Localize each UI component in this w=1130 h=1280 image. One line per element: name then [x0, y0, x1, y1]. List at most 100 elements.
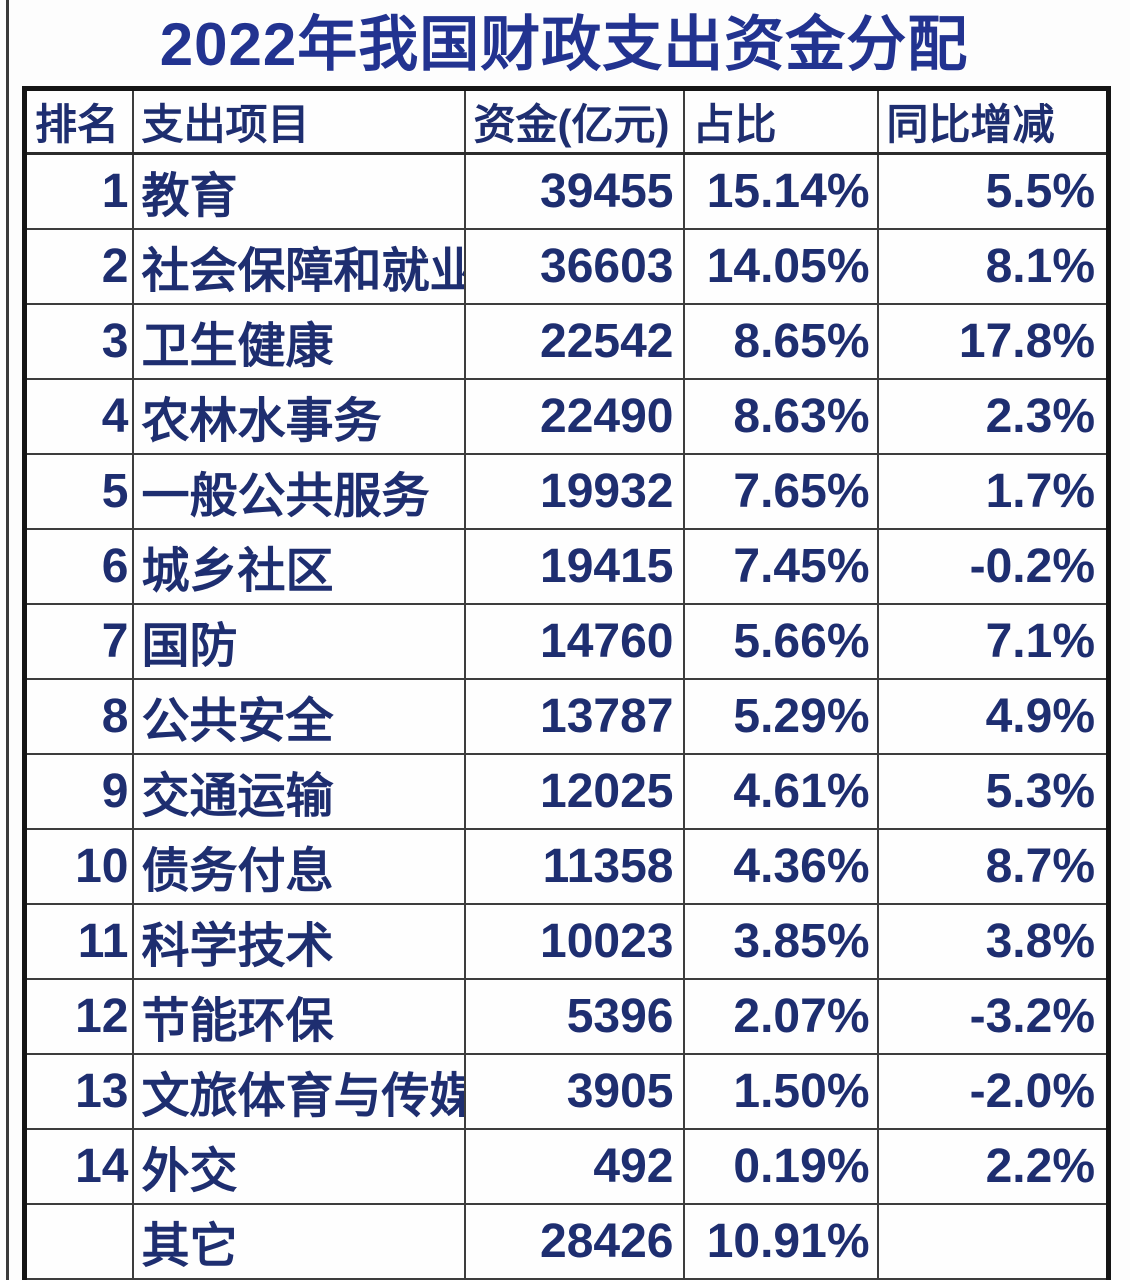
cell-yoy: 7.1%	[876, 602, 1110, 680]
table-row: 2 社会保障和就业 36603 14.05% 8.1%	[23, 227, 1110, 305]
cell-item: 教育	[131, 152, 466, 230]
cell-share: 15.14%	[682, 152, 879, 230]
cell-rank: 14	[23, 1127, 134, 1205]
cell-share: 1.50%	[682, 1052, 879, 1130]
header-amount: 资金(亿元)	[463, 87, 685, 155]
cell-rank: 8	[23, 677, 134, 755]
cell-amount: 3905	[463, 1052, 685, 1130]
table-body: 1 教育 39455 15.14% 5.5% 2 社会保障和就业 36603 1…	[23, 152, 1110, 1280]
cell-item: 城乡社区	[131, 527, 466, 605]
cell-rank: 1	[23, 152, 134, 230]
cell-amount	[463, 1277, 685, 1280]
cell-yoy: 8.7%	[876, 827, 1110, 905]
cell-rank: 10	[23, 827, 134, 905]
cell-item: 卫生健康	[131, 302, 466, 380]
table-row: 3 卫生健康 22542 8.65% 17.8%	[23, 302, 1110, 380]
cell-share: 0.19%	[682, 1127, 879, 1205]
table-row: 12 节能环保 5396 2.07% -3.2%	[23, 977, 1110, 1055]
cell-share: 8.65%	[682, 302, 879, 380]
cell-rank	[23, 1202, 134, 1280]
cell-share: 8.63%	[682, 377, 879, 455]
table-row	[23, 1277, 1110, 1280]
cell-item: 农林水事务	[131, 377, 466, 455]
cell-rank: 11	[23, 902, 134, 980]
table-row: 1 教育 39455 15.14% 5.5%	[23, 152, 1110, 230]
cell-rank: 13	[23, 1052, 134, 1130]
page-title: 2022年我国财政支出资金分配	[159, 11, 969, 78]
cell-share: 14.05%	[682, 227, 879, 305]
cell-share: 3.85%	[682, 902, 879, 980]
header-rank: 排名	[23, 87, 134, 155]
cell-yoy: 5.3%	[876, 752, 1110, 830]
cell-amount: 11358	[463, 827, 685, 905]
cell-rank	[23, 1277, 134, 1280]
header-yoy: 同比增减	[876, 87, 1110, 155]
cell-yoy: 2.2%	[876, 1127, 1110, 1205]
cell-share: 7.45%	[682, 527, 879, 605]
cell-rank: 6	[23, 527, 134, 605]
cell-yoy: 4.9%	[876, 677, 1110, 755]
table-row: 其它 28426 10.91%	[23, 1202, 1110, 1280]
cell-yoy: 2.3%	[876, 377, 1110, 455]
cell-share: 10.91%	[682, 1202, 879, 1280]
table-row: 4 农林水事务 22490 8.63% 2.3%	[23, 377, 1110, 455]
cell-share: 5.66%	[682, 602, 879, 680]
cell-amount: 28426	[463, 1202, 685, 1280]
cell-yoy: 8.1%	[876, 227, 1110, 305]
table-row: 10 债务付息 11358 4.36% 8.7%	[23, 827, 1110, 905]
header-row: 排名 支出项目 资金(亿元) 占比 同比增减	[23, 87, 1110, 155]
table-row: 6 城乡社区 19415 7.45% -0.2%	[23, 527, 1110, 605]
cell-amount: 22490	[463, 377, 685, 455]
cell-yoy: 1.7%	[876, 452, 1110, 530]
cell-item: 其它	[131, 1202, 466, 1280]
cell-share: 4.36%	[682, 827, 879, 905]
cell-amount: 10023	[463, 902, 685, 980]
cell-rank: 4	[23, 377, 134, 455]
cell-amount: 19932	[463, 452, 685, 530]
cell-rank: 7	[23, 602, 134, 680]
cell-item: 交通运输	[131, 752, 466, 830]
cell-yoy: 5.5%	[876, 152, 1110, 230]
cell-item: 社会保障和就业	[131, 227, 466, 305]
cell-amount: 39455	[463, 152, 685, 230]
cell-item	[131, 1277, 466, 1280]
cell-item: 外交	[131, 1127, 466, 1205]
cell-amount: 492	[463, 1127, 685, 1205]
table-row: 8 公共安全 13787 5.29% 4.9%	[23, 677, 1110, 755]
cell-yoy	[876, 1277, 1110, 1280]
cell-item: 国防	[131, 602, 466, 680]
cell-share	[682, 1277, 879, 1280]
header-share: 占比	[682, 87, 879, 155]
table-row: 9 交通运输 12025 4.61% 5.3%	[23, 752, 1110, 830]
cell-share: 4.61%	[682, 752, 879, 830]
cell-amount: 13787	[463, 677, 685, 755]
cell-rank: 5	[23, 452, 134, 530]
cell-amount: 5396	[463, 977, 685, 1055]
table-row: 11 科学技术 10023 3.85% 3.8%	[23, 902, 1110, 980]
cell-yoy: -3.2%	[876, 977, 1110, 1055]
left-edge-artifact-line	[6, 0, 9, 1280]
cell-rank: 2	[23, 227, 134, 305]
cell-item: 公共安全	[131, 677, 466, 755]
table-row: 7 国防 14760 5.66% 7.1%	[23, 602, 1110, 680]
header-item: 支出项目	[131, 87, 466, 155]
cell-amount: 14760	[463, 602, 685, 680]
cell-share: 5.29%	[682, 677, 879, 755]
cell-share: 7.65%	[682, 452, 879, 530]
cell-rank: 9	[23, 752, 134, 830]
cell-yoy: -0.2%	[876, 527, 1110, 605]
cell-yoy: -2.0%	[876, 1052, 1110, 1130]
cell-yoy	[876, 1202, 1110, 1280]
cell-item: 文旅体育与传媒	[131, 1052, 466, 1130]
table-row: 5 一般公共服务 19932 7.65% 1.7%	[23, 452, 1110, 530]
cell-amount: 22542	[463, 302, 685, 380]
cell-rank: 12	[23, 977, 134, 1055]
cell-amount: 12025	[463, 752, 685, 830]
cell-yoy: 3.8%	[876, 902, 1110, 980]
table-row: 14 外交 492 0.19% 2.2%	[23, 1127, 1110, 1205]
cell-share: 2.07%	[682, 977, 879, 1055]
expenditure-table: 排名 支出项目 资金(亿元) 占比 同比增减 1 教育 39455 15.14%…	[22, 86, 1111, 1280]
cell-amount: 19415	[463, 527, 685, 605]
cell-item: 节能环保	[131, 977, 466, 1055]
